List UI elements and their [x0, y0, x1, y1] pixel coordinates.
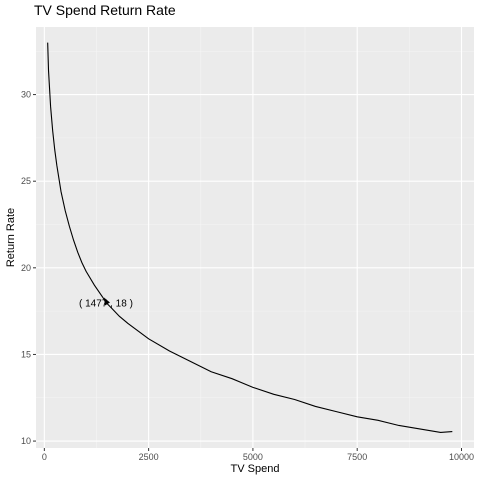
series-line — [47, 42, 453, 433]
grid-minor — [36, 27, 474, 448]
chart-title: TV Spend Return Rate — [34, 2, 176, 18]
x-tick-label: 0 — [42, 452, 47, 462]
y-axis-title: Return Rate — [5, 208, 17, 267]
y-axis: 10 15 20 25 30 — [21, 90, 36, 446]
y-tick-label: 30 — [21, 90, 31, 100]
annotation-marker — [103, 297, 110, 306]
x-axis: 0 2500 5000 7500 10000 — [42, 448, 474, 462]
grid-major — [36, 27, 474, 448]
y-tick-label: 20 — [21, 263, 31, 273]
y-tick-label: 10 — [21, 436, 31, 446]
plot-panel — [36, 27, 474, 448]
x-tick-label: 10000 — [449, 452, 474, 462]
annotation-label: ( 1477 , 18 ) — [79, 298, 133, 309]
y-tick-label: 15 — [21, 349, 31, 359]
x-axis-title: TV Spend — [231, 463, 280, 475]
x-tick-label: 5000 — [243, 452, 263, 462]
annotation: ( 1477 , 18 ) — [79, 297, 133, 309]
y-tick-label: 25 — [21, 176, 31, 186]
x-tick-label: 7500 — [347, 452, 367, 462]
x-tick-label: 2500 — [139, 452, 159, 462]
